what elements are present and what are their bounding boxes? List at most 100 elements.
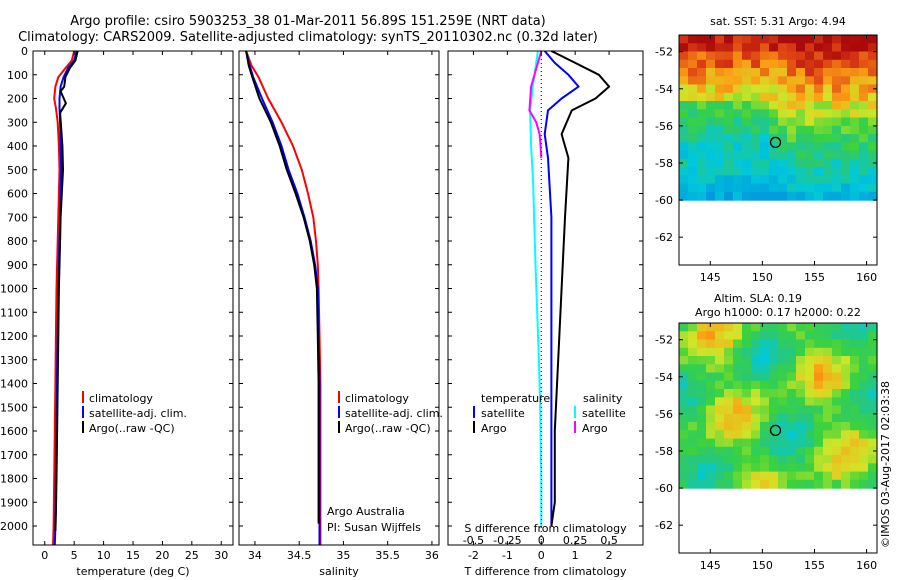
map-cell: [733, 413, 743, 423]
map-cell: [742, 372, 752, 382]
map-cell: [742, 323, 752, 332]
map-cell: [724, 323, 734, 332]
map-cell: [805, 109, 815, 119]
map-cell: [814, 101, 824, 110]
map-cell: [679, 389, 689, 398]
map-cell: [697, 150, 707, 160]
map-cell: [706, 446, 716, 456]
map-cell: [679, 364, 689, 374]
map-cell: [715, 347, 725, 357]
map-cell: [859, 471, 869, 481]
map-cell: [796, 142, 806, 152]
map-cell: [814, 347, 824, 357]
x-tick-label: 30: [214, 549, 228, 562]
map-cell: [778, 323, 788, 332]
map-cell: [778, 76, 788, 86]
map-cell: [724, 364, 734, 374]
map-cell: [688, 339, 698, 349]
map-cell: [688, 380, 698, 390]
map-cell: [868, 150, 878, 160]
map-cell: [733, 372, 743, 382]
map-cell: [832, 430, 842, 440]
map-cell: [742, 422, 752, 431]
map-cell: [832, 339, 842, 349]
map-cell: [859, 191, 869, 201]
map-cell: [868, 389, 878, 398]
x-tick-label: 34.5: [287, 549, 312, 562]
map-cell: [769, 364, 779, 374]
map-cell: [706, 389, 716, 398]
map-cell: [679, 175, 689, 185]
map-cell: [769, 92, 779, 102]
map-cell: [760, 167, 770, 176]
map-cell: [850, 356, 860, 365]
map-cell: [778, 43, 788, 53]
map-cell: [787, 134, 797, 143]
map-cell: [850, 471, 860, 481]
map-cell: [697, 397, 707, 407]
map-cell: [751, 389, 761, 398]
map-cell: [769, 158, 779, 168]
map-cell: [679, 405, 689, 415]
map-cell: [751, 347, 761, 357]
map-cell: [832, 438, 842, 448]
map-cell: [787, 117, 797, 127]
map-cell: [697, 463, 707, 473]
map-cell: [751, 446, 761, 456]
map-cell: [832, 347, 842, 357]
map-cell: [715, 158, 725, 168]
map-cell: [688, 405, 698, 415]
map-cell: [796, 323, 806, 332]
map-cell: [760, 76, 770, 86]
map-cell: [751, 463, 761, 473]
map-cell: [742, 175, 752, 185]
map-cell: [742, 397, 752, 407]
map-cell: [778, 463, 788, 473]
map-cell: [697, 84, 707, 94]
map-cell: [868, 380, 878, 390]
map-cell: [868, 84, 878, 94]
map-cell: [841, 413, 851, 423]
map-cell: [787, 463, 797, 473]
map-cell: [715, 84, 725, 94]
map-cell: [733, 323, 743, 332]
map-cell: [679, 92, 689, 102]
map-cell: [859, 150, 869, 160]
map-cell: [823, 183, 833, 193]
map-cell: [841, 68, 851, 77]
map-cell: [688, 142, 698, 152]
map-cell: [796, 372, 806, 382]
map-cell: [751, 183, 761, 193]
map-cell: [760, 389, 770, 398]
map-cell: [715, 117, 725, 127]
plot-frame: [447, 50, 644, 546]
map-cell: [706, 142, 716, 152]
map-cell: [760, 430, 770, 440]
map-cell: [778, 68, 788, 77]
map-cell: [814, 389, 824, 398]
map-cell: [805, 35, 815, 44]
map-cell: [796, 183, 806, 193]
map-cell: [751, 422, 761, 431]
map-cell: [724, 356, 734, 365]
map-cell: [769, 175, 779, 185]
map-cell: [697, 68, 707, 77]
series-line-temperature-satellite: [543, 50, 580, 526]
map-cell: [769, 125, 779, 135]
map-cell: [832, 68, 842, 77]
map-cell: [715, 76, 725, 86]
map-cell: [679, 134, 689, 143]
x-tick-label: 0: [41, 549, 48, 562]
map-cell: [679, 446, 689, 456]
map-cell: [823, 339, 833, 349]
map-cell: [697, 92, 707, 102]
map-cell: [742, 35, 752, 44]
map-cell: [868, 372, 878, 382]
map-cell: [796, 380, 806, 390]
map-cell: [769, 397, 779, 407]
map-cell: [859, 380, 869, 390]
map-cell: [841, 167, 851, 176]
map-cell: [823, 380, 833, 390]
map-cell: [787, 125, 797, 135]
map-cell: [805, 446, 815, 456]
